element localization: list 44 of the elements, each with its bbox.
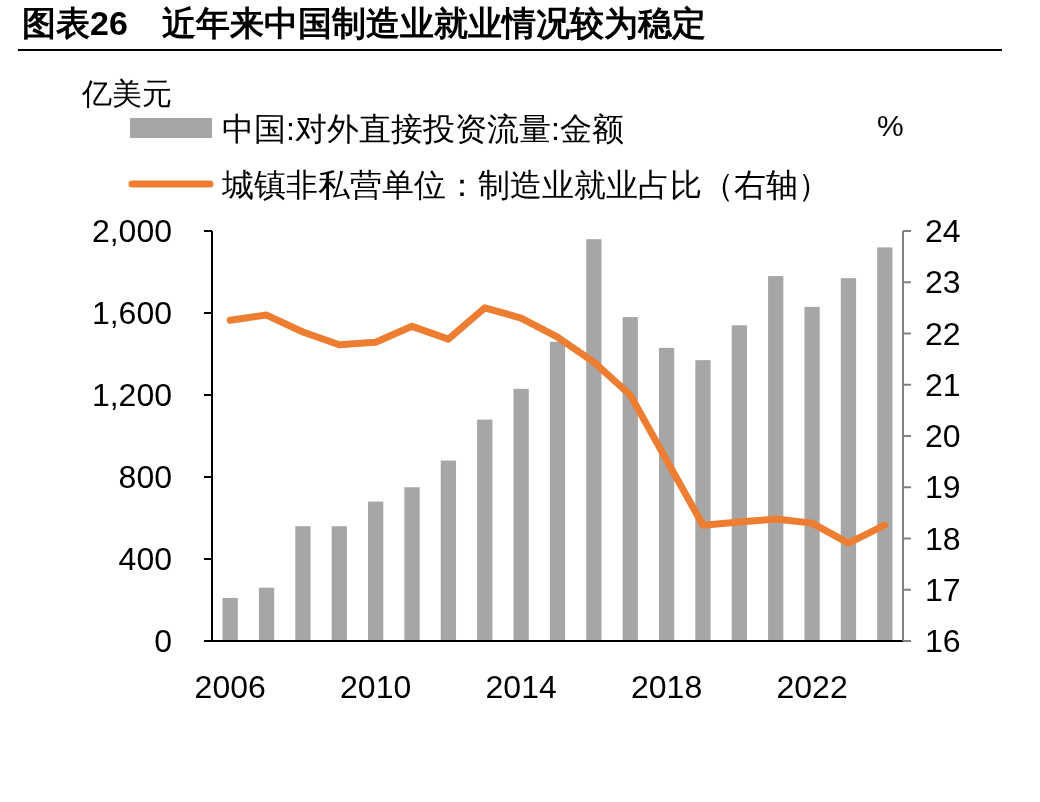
bar <box>295 526 311 641</box>
bar <box>222 597 238 641</box>
x-tick-label: 2010 <box>340 669 412 705</box>
bar <box>440 460 457 641</box>
y-tick-label: 1,600 <box>91 295 172 331</box>
bar <box>731 325 747 641</box>
y2-axis-title: % <box>877 109 904 142</box>
bar <box>258 587 275 641</box>
x-tick-label: 2022 <box>776 669 848 705</box>
bar <box>404 487 420 641</box>
y-tick-label: 800 <box>118 459 172 495</box>
x-tick-label: 2014 <box>485 669 557 705</box>
bar <box>477 419 493 641</box>
bar <box>368 501 384 641</box>
x-tick-label: 2006 <box>194 669 266 705</box>
chart-title: 图表26 近年来中国制造业就业情况较为稳定 <box>22 4 706 42</box>
y2-tick-label: 17 <box>925 571 961 608</box>
y2-tick-label: 23 <box>925 264 961 301</box>
bar <box>768 276 784 641</box>
y-tick-label: 0 <box>154 623 172 659</box>
legend-label: 中国:对外直接投资流量:金额 <box>222 111 624 147</box>
y2-tick-label: 22 <box>925 315 961 352</box>
bar <box>695 360 711 641</box>
x-tick-label: 2018 <box>631 669 703 705</box>
y-tick-label: 2,000 <box>91 213 172 249</box>
y-tick-label: 1,200 <box>91 377 172 413</box>
bar <box>840 278 857 641</box>
bar <box>804 306 820 641</box>
y2-tick-label: 19 <box>925 469 961 506</box>
y-axis-title: 亿美元 <box>81 77 172 110</box>
bar <box>549 341 566 641</box>
bar <box>513 388 529 641</box>
y2-tick-label: 18 <box>925 520 961 557</box>
y2-tick-label: 16 <box>925 623 961 659</box>
y2-tick-label: 21 <box>925 366 961 403</box>
bar <box>586 239 602 641</box>
bar <box>622 317 638 641</box>
y2-tick-label: 24 <box>925 213 961 249</box>
y-tick-label: 400 <box>118 541 172 577</box>
legend-label: 城镇非私营单位：制造业就业占比（右轴） <box>221 167 830 203</box>
bar <box>331 526 347 641</box>
bar <box>877 247 893 641</box>
y2-tick-label: 20 <box>925 418 961 454</box>
bar <box>658 347 675 641</box>
